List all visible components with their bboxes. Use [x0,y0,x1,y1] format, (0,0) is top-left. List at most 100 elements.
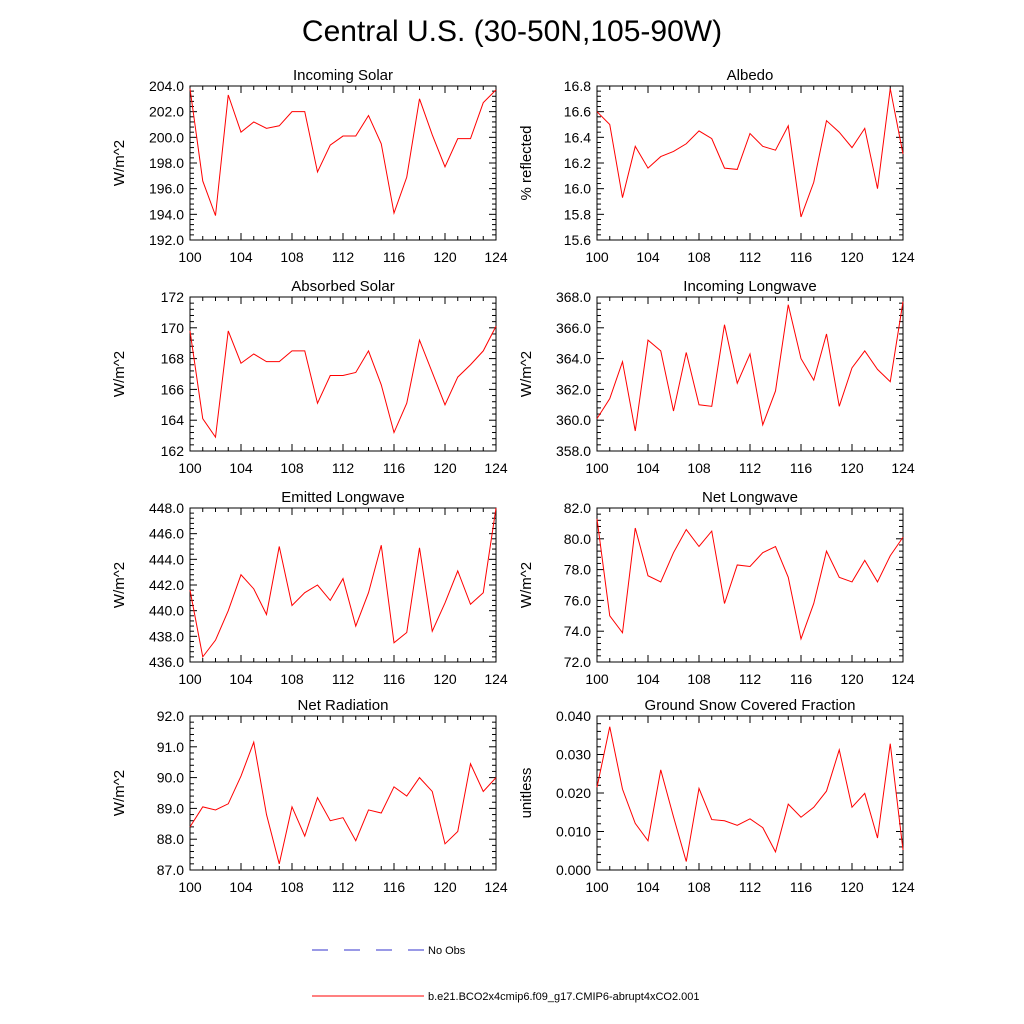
x-tick-label: 120 [840,249,864,265]
x-tick-label: 116 [383,671,406,687]
series-line [189,740,497,864]
y-tick-label: 90.0 [157,770,184,786]
y-axis-label: W/m^2 [111,351,128,397]
x-tick-label: 112 [739,879,762,895]
y-tick-label: 16.4 [564,129,591,145]
x-tick-label: 104 [229,671,253,687]
x-tick-label: 124 [484,879,508,895]
figure-title: Central U.S. (30-50N,105-90W) [301,15,723,48]
y-tick-label: 204.0 [149,78,184,94]
y-tick-label: 89.0 [157,800,184,816]
y-tick-label: 364.0 [556,351,591,367]
y-axis-label: W/m^2 [518,351,535,397]
y-tick-label: 16.6 [564,104,591,120]
x-tick-label: 124 [484,249,508,265]
y-tick-label: 15.6 [564,232,591,248]
y-tick-label: 16.0 [564,181,591,197]
x-tick-label: 116 [790,460,813,476]
x-tick-label: 112 [739,460,762,476]
y-tick-label: 16.8 [564,78,591,94]
y-tick-label: 80.0 [564,531,591,547]
y-tick-label: 440.0 [149,603,184,619]
x-tick-label: 120 [433,671,457,687]
y-axis-label: W/m^2 [111,140,128,186]
x-tick-label: 108 [280,460,304,476]
x-tick-label: 120 [433,879,457,895]
y-tick-label: 88.0 [157,831,184,847]
x-tick-label: 116 [790,671,813,687]
y-axis-label: W/m^2 [518,562,535,608]
y-tick-label: 362.0 [556,381,591,397]
y-tick-label: 166 [161,381,185,397]
x-tick-label: 116 [383,879,406,895]
x-tick-label: 108 [280,249,304,265]
x-tick-label: 104 [229,460,253,476]
y-tick-label: 448.0 [149,500,184,516]
y-tick-label: 170 [161,320,185,336]
y-tick-label: 360.0 [556,412,591,428]
x-tick-label: 120 [840,460,864,476]
panel-5: Emitted Longwave W/m^2 100 104 108 112 116 120 1… [111,489,508,687]
y-tick-label: 168 [161,351,185,367]
panel-title: Net Radiation [298,697,389,714]
y-tick-label: 0.010 [556,824,591,840]
panel-6: Net Longwave W/m^2 100 104 108 112 116 120 124 72… [518,489,915,687]
panel-8: Ground Snow Covered Fraction unitless 100 1… [518,697,915,895]
y-tick-label: 0.030 [556,747,591,763]
x-tick-label: 116 [790,249,813,265]
y-tick-label: 164 [161,412,185,428]
x-tick-label: 124 [484,460,508,476]
y-tick-label: 87.0 [157,862,184,878]
y-tick-label: 74.0 [564,623,591,639]
y-tick-label: 192.0 [149,232,184,248]
panel-4: Incoming Longwave W/m^2 100 104 108 112 116 120… [518,278,915,476]
y-tick-label: 436.0 [149,654,184,670]
x-tick-label: 112 [739,249,762,265]
y-tick-label: 82.0 [564,500,591,516]
x-tick-label: 112 [739,671,762,687]
y-tick-label: 200.0 [149,129,184,145]
series-line [189,507,497,659]
panel-title: Absorbed Solar [291,278,394,295]
legend: No Obs b.e21.BCO2x4cmip6.f09_g17.CMIP6-ab… [312,945,700,1003]
panel-1: Incoming Solar W/m^2 100 104 108 112 116 120 124… [111,67,508,265]
plot-frame [596,715,904,871]
y-tick-label: 76.0 [564,592,591,608]
x-tick-label: 108 [687,249,711,265]
y-tick-label: 446.0 [149,526,184,542]
x-tick-label: 100 [178,460,202,476]
y-tick-label: 358.0 [556,443,591,459]
plot-frame [189,507,497,663]
x-tick-label: 104 [636,460,660,476]
plot-frame [189,85,497,241]
x-tick-label: 112 [332,249,355,265]
x-tick-label: 116 [383,249,406,265]
panel-3: Absorbed Solar W/m^2 100 104 108 112 116 120 124… [111,278,508,476]
y-axis-label: W/m^2 [111,770,128,816]
x-tick-label: 112 [332,879,355,895]
y-tick-label: 172 [161,289,185,305]
x-tick-label: 104 [636,249,660,265]
x-tick-label: 108 [280,671,304,687]
series-line [596,518,904,641]
plot-frame [189,296,497,452]
y-tick-label: 0.020 [556,785,591,801]
y-tick-label: 162 [161,443,185,459]
x-tick-label: 100 [585,460,609,476]
y-tick-label: 72.0 [564,654,591,670]
y-tick-label: 442.0 [149,577,184,593]
x-tick-label: 100 [178,879,202,895]
series-line [596,88,904,218]
y-tick-label: 196.0 [149,181,184,197]
y-tick-label: 366.0 [556,320,591,336]
panel-7: Net Radiation W/m^2 100 104 108 112 116 120 124 8… [111,697,508,895]
panel-title: Ground Snow Covered Fraction [645,697,856,714]
plot-frame [596,507,904,663]
series-line [596,726,904,862]
x-tick-label: 112 [332,460,355,476]
y-tick-label: 16.2 [564,155,591,171]
legend-label-1: No Obs [428,945,466,957]
y-tick-label: 92.0 [157,708,184,724]
y-tick-label: 0.040 [556,708,591,724]
